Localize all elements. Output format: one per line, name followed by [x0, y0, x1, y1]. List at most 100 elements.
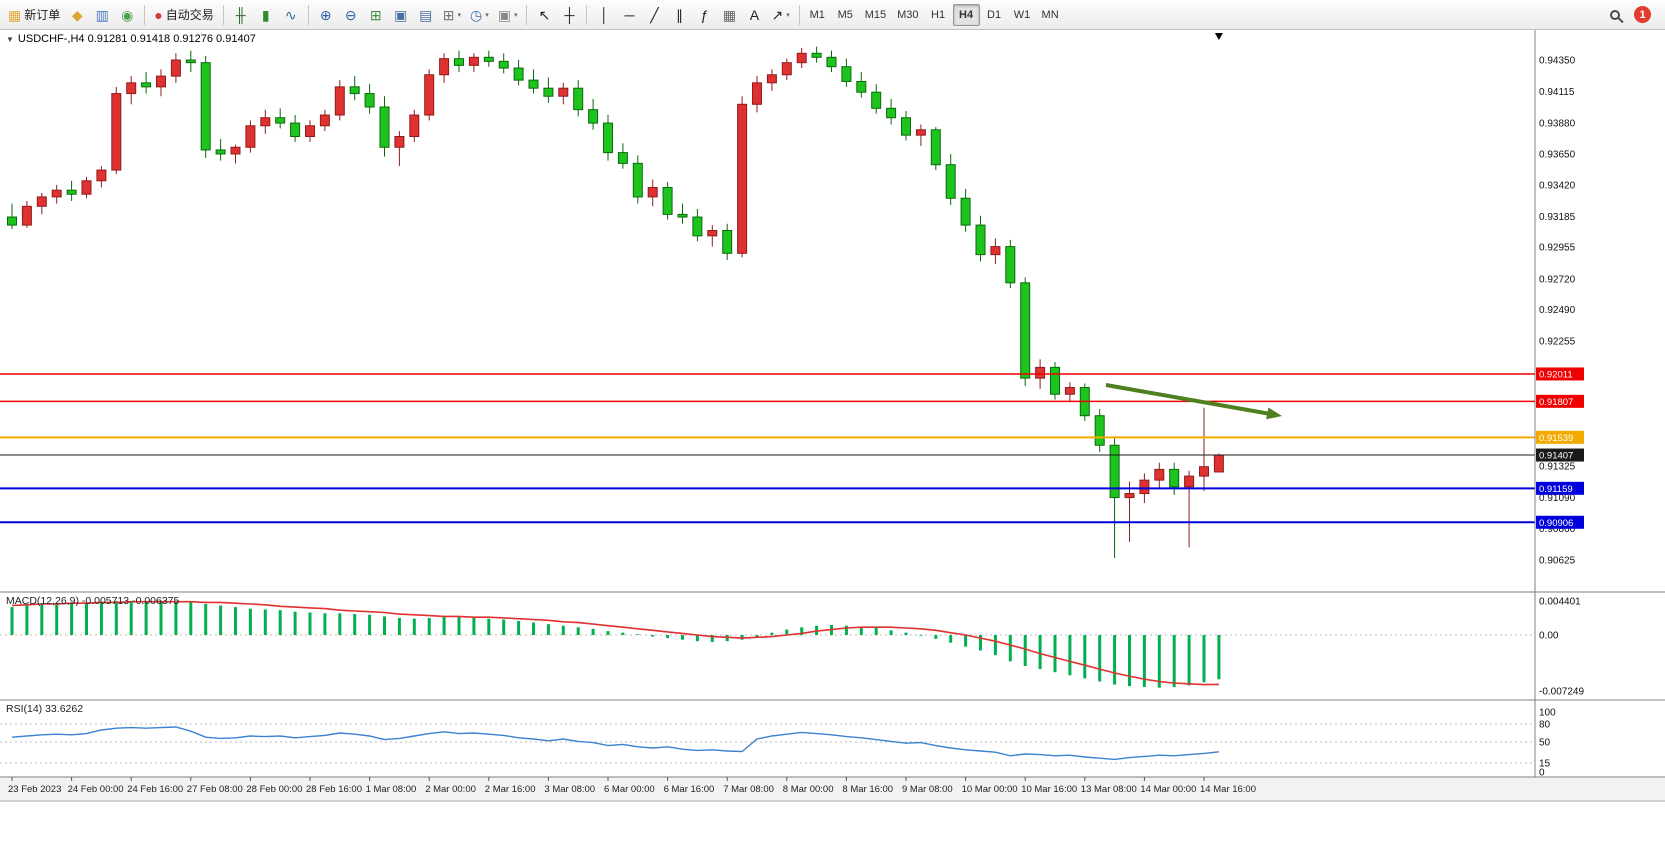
- price-label: 0.92490: [1539, 305, 1576, 316]
- time-label[interactable]: 28 Feb 00:00: [246, 784, 302, 795]
- time-label[interactable]: 8 Mar 16:00: [842, 784, 893, 795]
- zoom-in-button[interactable]: ⊕: [314, 3, 338, 27]
- time-label[interactable]: 24 Feb 00:00: [68, 784, 124, 795]
- autotrading-button[interactable]: ● 自动交易: [150, 3, 217, 27]
- candle-body: [424, 74, 435, 116]
- search-icon[interactable]: [1610, 9, 1620, 20]
- text-button[interactable]: A: [742, 3, 766, 27]
- new-chart-button[interactable]: ⊞ ▾: [439, 3, 465, 27]
- timeframe-m5-button[interactable]: M5: [837, 8, 853, 21]
- cursor-button[interactable]: ↖: [532, 3, 556, 27]
- chart-canvas[interactable]: 0.94350 0.94115 0.93880 0.93650 0.93420 0.931…: [0, 30, 1665, 845]
- time-label[interactable]: 6 Mar 00:00: [604, 784, 655, 795]
- candle-body: [1169, 468, 1180, 488]
- timeframe-w1-button[interactable]: W1: [1013, 8, 1031, 21]
- navigator-button[interactable]: ◉: [115, 3, 139, 27]
- time-label[interactable]: 24 Feb 16:00: [127, 784, 183, 795]
- arrange-windows-button[interactable]: ▤: [414, 3, 438, 27]
- candle-body: [7, 216, 17, 226]
- price-label: 0.92720: [1539, 274, 1576, 285]
- period-selector-button[interactable]: ◷ ▾: [466, 3, 493, 27]
- timeframe-m15-button[interactable]: M15: [864, 8, 887, 21]
- chart-profiles-button[interactable]: ◆: [65, 3, 89, 27]
- trendline-button[interactable]: ╱: [642, 3, 666, 27]
- price-marker-label: 0.90906: [1539, 518, 1573, 529]
- bar-chart-button[interactable]: ╫: [229, 3, 253, 27]
- line-chart-button[interactable]: ∿: [279, 3, 303, 27]
- time-label[interactable]: 9 Mar 08:00: [902, 784, 953, 795]
- candle-body: [647, 187, 658, 198]
- navigator-icon: ◉: [121, 6, 134, 23]
- candle-body: [379, 106, 390, 148]
- time-label[interactable]: 8 Mar 00:00: [783, 784, 834, 795]
- rsi-line: [11, 726, 1219, 761]
- one-click-expand-button[interactable]: ▼: [6, 34, 14, 44]
- candlestick-chart-button[interactable]: ▮: [254, 3, 278, 27]
- candle-body: [528, 79, 539, 89]
- chart-window: 0.94350 0.94115 0.93880 0.93650 0.93420 0.931…: [0, 30, 1665, 845]
- cascade-windows-button[interactable]: ▣: [389, 3, 413, 27]
- candle-body: [1154, 468, 1165, 481]
- time-label[interactable]: 2 Mar 00:00: [425, 784, 476, 795]
- candle-body: [573, 87, 584, 111]
- crosshair-button[interactable]: ┼: [557, 3, 581, 27]
- market-watch-button[interactable]: ▥: [90, 3, 114, 27]
- tile-windows-button[interactable]: ⊞: [364, 3, 388, 27]
- candle-body: [126, 82, 137, 95]
- time-label[interactable]: 2 Mar 16:00: [485, 784, 536, 795]
- time-label[interactable]: 7 Mar 08:00: [723, 784, 774, 795]
- time-label[interactable]: 10 Mar 16:00: [1021, 784, 1077, 795]
- candle-body: [51, 189, 62, 198]
- time-label[interactable]: 14 Mar 00:00: [1140, 784, 1196, 795]
- toolbar-separator: [222, 4, 224, 25]
- template-button[interactable]: ▣ ▾: [494, 3, 522, 27]
- candle-body: [960, 197, 971, 226]
- timeframe-m30-button[interactable]: M30: [897, 8, 919, 21]
- candle-body: [722, 229, 733, 254]
- price-marker-label: 0.91807: [1539, 397, 1573, 408]
- candle-body: [200, 62, 211, 151]
- notification-badge[interactable]: 1: [1634, 6, 1651, 23]
- time-label[interactable]: 10 Mar 00:00: [962, 784, 1018, 795]
- grid-button[interactable]: ▦: [717, 3, 741, 27]
- time-label[interactable]: 27 Feb 08:00: [187, 784, 243, 795]
- dropdown-arrow-icon: ▾: [485, 11, 489, 19]
- trend-arrow[interactable]: [1105, 383, 1275, 417]
- candle-body: [945, 164, 956, 199]
- time-label[interactable]: 14 Mar 16:00: [1200, 784, 1256, 795]
- timeframe-h4-button[interactable]: H4: [952, 3, 980, 26]
- candle-body: [36, 196, 47, 207]
- zoom-out-button[interactable]: ⊖: [339, 3, 363, 27]
- candle-body: [707, 229, 718, 237]
- vertical-line-button[interactable]: │: [592, 3, 616, 27]
- horizontal-line-button[interactable]: ─: [617, 3, 641, 27]
- candle-body: [603, 122, 613, 154]
- timeframe-m1-button[interactable]: M1: [809, 8, 825, 21]
- candle-body: [588, 109, 599, 124]
- new-order-button[interactable]: ▦ 新订单: [4, 3, 64, 27]
- fibonacci-button[interactable]: ƒ: [692, 3, 716, 27]
- candle-body: [1005, 246, 1016, 284]
- time-label[interactable]: 13 Mar 08:00: [1081, 784, 1137, 795]
- clock-icon: ◷: [469, 6, 483, 23]
- channel-button[interactable]: ∥: [667, 3, 691, 27]
- price-label: 0.90860: [1539, 524, 1576, 535]
- time-label[interactable]: 3 Mar 08:00: [544, 784, 595, 795]
- time-label[interactable]: 23 Feb 2023: [8, 784, 61, 795]
- timeframe-d1-button[interactable]: D1: [987, 8, 1002, 21]
- timeframe-h1-button[interactable]: H1: [931, 8, 946, 21]
- price-label: 0.94350: [1539, 56, 1576, 67]
- time-label[interactable]: 1 Mar 08:00: [366, 784, 417, 795]
- candle-body: [886, 107, 897, 119]
- vertical-line-icon: │: [600, 6, 609, 23]
- price-marker-box: [1536, 481, 1584, 495]
- price-label: 0.92955: [1539, 243, 1576, 254]
- price-label: 0.93185: [1539, 212, 1576, 223]
- time-label[interactable]: 28 Feb 16:00: [306, 784, 362, 795]
- new-order-button-label: 新订单: [24, 8, 61, 22]
- time-label[interactable]: 6 Mar 16:00: [664, 784, 715, 795]
- arrow-tool-button[interactable]: ↗ ▾: [767, 3, 793, 27]
- zoom-out-icon: ⊖: [344, 6, 357, 23]
- timeframe-mn-button[interactable]: MN: [1041, 8, 1059, 21]
